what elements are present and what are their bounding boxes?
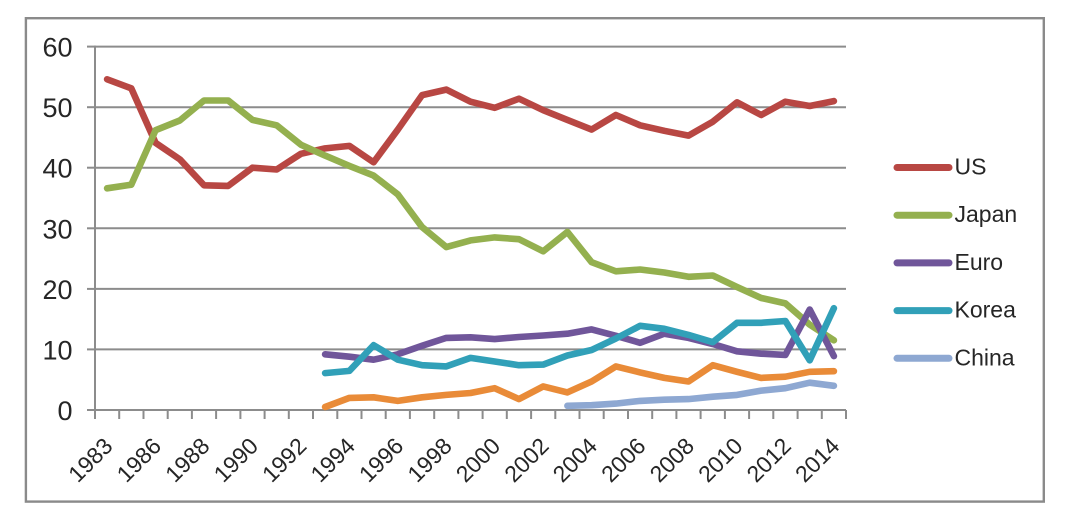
svg-text:Japan: Japan — [955, 201, 1018, 227]
svg-text:50: 50 — [42, 93, 72, 123]
svg-text:China: China — [955, 344, 1015, 370]
svg-text:30: 30 — [42, 214, 72, 244]
svg-text:US: US — [955, 154, 987, 180]
svg-text:60: 60 — [42, 33, 72, 63]
svg-text:40: 40 — [42, 154, 72, 184]
svg-text:Euro: Euro — [955, 249, 1004, 275]
svg-text:Korea: Korea — [955, 297, 1017, 323]
svg-text:0: 0 — [57, 396, 72, 426]
svg-text:10: 10 — [42, 335, 72, 365]
svg-text:20: 20 — [42, 275, 72, 305]
